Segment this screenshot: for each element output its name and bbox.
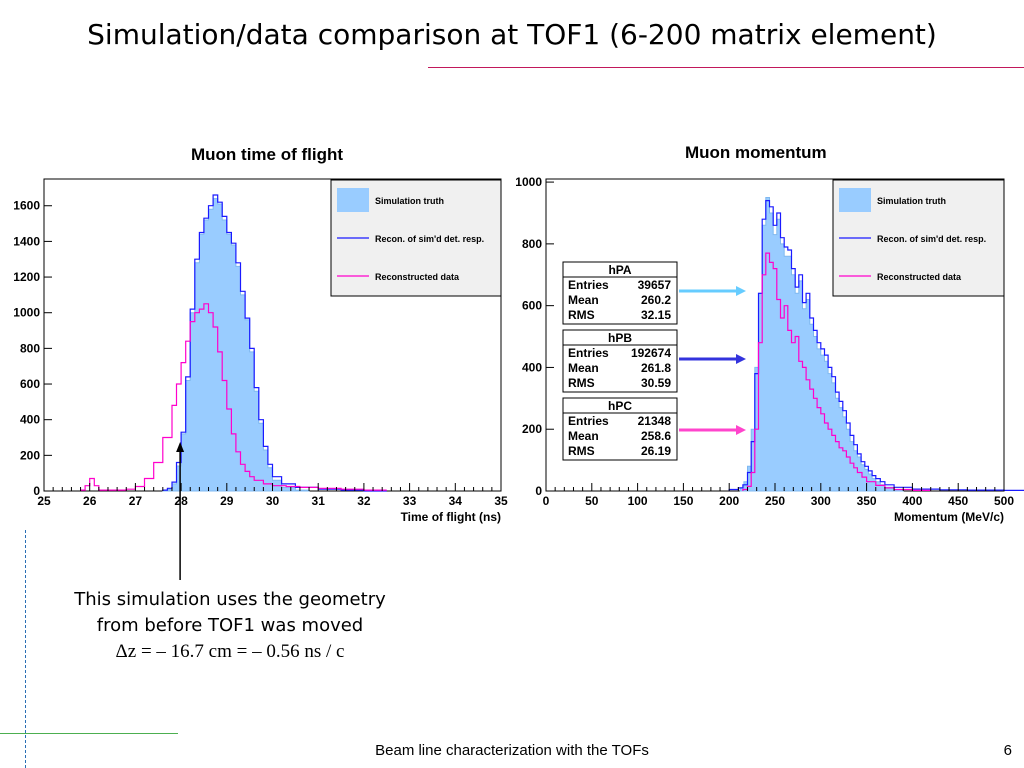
stats-box-name: hPA xyxy=(608,263,631,277)
mom-y-tick-label: 0 xyxy=(535,484,542,498)
tof-x-tick-label: 35 xyxy=(494,494,508,508)
tof-x-tick-label: 31 xyxy=(312,494,326,508)
mom-series-recon xyxy=(728,200,1024,491)
tof-x-tick-label: 30 xyxy=(266,494,280,508)
tof-x-tick-label: 28 xyxy=(174,494,188,508)
stats-box-value: 32.15 xyxy=(641,308,671,322)
mom-legend-label: Recon. of sim'd det. resp. xyxy=(877,234,986,244)
tof-legend-label: Recon. of sim'd det. resp. xyxy=(375,234,484,244)
mom-x-tick-label: 500 xyxy=(994,494,1014,508)
tof-y-tick-label: 1400 xyxy=(13,234,40,248)
tof-y-tick-label: 0 xyxy=(33,484,40,498)
mom-y-tick-label: 800 xyxy=(522,237,542,251)
tof-legend-swatch-simulation xyxy=(337,188,369,212)
stats-arrow-hpb-head xyxy=(736,354,746,364)
mom-x-tick-label: 0 xyxy=(543,494,550,508)
title-underline xyxy=(428,67,1024,68)
stats-box-label: Mean xyxy=(568,361,599,375)
tof-y-tick-label: 600 xyxy=(20,377,40,391)
tof-legend-label: Reconstructed data xyxy=(375,272,460,282)
mom-y-tick-label: 400 xyxy=(522,360,542,374)
decorative-green-line xyxy=(0,733,178,734)
mom-x-tick-label: 250 xyxy=(765,494,785,508)
footer-text: Beam line characterization with the TOFs xyxy=(375,742,649,759)
mom-x-tick-label: 50 xyxy=(585,494,599,508)
tof-y-tick-label: 400 xyxy=(20,413,40,427)
mom-y-tick-label: 200 xyxy=(522,422,542,436)
stats-box-value: 21348 xyxy=(638,414,672,428)
tof-legend-label: Simulation truth xyxy=(375,196,444,206)
tof-series-data xyxy=(80,303,387,491)
mom-y-tick-label: 1000 xyxy=(515,175,542,189)
tof-x-tick-label: 26 xyxy=(83,494,97,508)
mom-x-axis-label: Momentum (MeV/c) xyxy=(894,510,1004,524)
stats-box-value: 260.2 xyxy=(641,293,671,307)
stats-box-value: 26.19 xyxy=(641,444,671,458)
stats-box-label: Entries xyxy=(568,278,609,292)
stats-box-hpa xyxy=(562,261,678,325)
tof-annotation-arrow-head xyxy=(176,442,185,452)
tof-x-tick-label: 34 xyxy=(449,494,463,508)
note-line-1: This simulation uses the geometry xyxy=(74,589,386,610)
tof-y-tick-label: 1200 xyxy=(13,270,40,284)
decorative-dashed-line xyxy=(25,530,26,768)
stats-arrow-hpa-head xyxy=(736,286,746,296)
slide-title: Simulation/data comparison at TOF1 (6-20… xyxy=(87,18,937,51)
tof-x-tick-label: 32 xyxy=(357,494,371,508)
stats-box-hpb xyxy=(562,329,678,393)
mom-series-data xyxy=(742,252,931,491)
stats-box-label: Entries xyxy=(568,414,609,428)
stats-box-label: Mean xyxy=(568,293,599,307)
geometry-note: This simulation uses the geometry from b… xyxy=(40,587,420,665)
tof-series-recon xyxy=(162,194,387,492)
stats-arrow-hpc-head xyxy=(736,425,746,435)
mom-x-tick-label: 400 xyxy=(902,494,922,508)
stats-box-hpc xyxy=(562,397,678,461)
tof-y-tick-label: 1600 xyxy=(13,199,40,213)
stats-box-label: RMS xyxy=(568,308,595,322)
mom-x-tick-label: 150 xyxy=(673,494,693,508)
tof-x-tick-label: 29 xyxy=(220,494,234,508)
stats-box-label: Mean xyxy=(568,429,599,443)
mom-legend-label: Simulation truth xyxy=(877,196,946,206)
mom-x-tick-label: 350 xyxy=(857,494,877,508)
momentum-chart-title: Muon momentum xyxy=(685,143,827,162)
tof-x-tick-label: 33 xyxy=(403,494,417,508)
stats-box-value: 30.59 xyxy=(641,376,671,390)
tof-x-tick-label: 25 xyxy=(37,494,51,508)
mom-y-tick-label: 600 xyxy=(522,299,542,313)
mom-legend-swatch-simulation xyxy=(839,188,871,212)
stats-box-value: 39657 xyxy=(638,278,672,292)
stats-box-label: Entries xyxy=(568,346,609,360)
tof-y-tick-label: 200 xyxy=(20,448,40,462)
tof-y-tick-label: 800 xyxy=(20,341,40,355)
stats-box-value: 192674 xyxy=(631,346,671,360)
tof-y-tick-label: 1000 xyxy=(13,306,40,320)
note-line-2: from before TOF1 was moved xyxy=(96,615,364,636)
stats-box-name: hPB xyxy=(608,331,632,345)
mom-legend-label: Reconstructed data xyxy=(877,272,962,282)
tof-x-axis-label: Time of flight (ns) xyxy=(401,510,501,524)
stats-box-value: 261.8 xyxy=(641,361,671,375)
mom-x-tick-label: 450 xyxy=(948,494,968,508)
stats-box-label: RMS xyxy=(568,376,595,390)
mom-x-tick-label: 200 xyxy=(719,494,739,508)
stats-box-name: hPC xyxy=(608,399,632,413)
note-formula: Δz = – 16.7 cm = – 0.56 ns / c xyxy=(115,641,345,662)
mom-x-tick-label: 100 xyxy=(628,494,648,508)
stats-box-value: 258.6 xyxy=(641,429,671,443)
tof-chart-title: Muon time of flight xyxy=(191,145,344,164)
page-number: 6 xyxy=(1003,742,1012,759)
stats-box-label: RMS xyxy=(568,444,595,458)
mom-x-tick-label: 300 xyxy=(811,494,831,508)
tof-x-tick-label: 27 xyxy=(129,494,143,508)
